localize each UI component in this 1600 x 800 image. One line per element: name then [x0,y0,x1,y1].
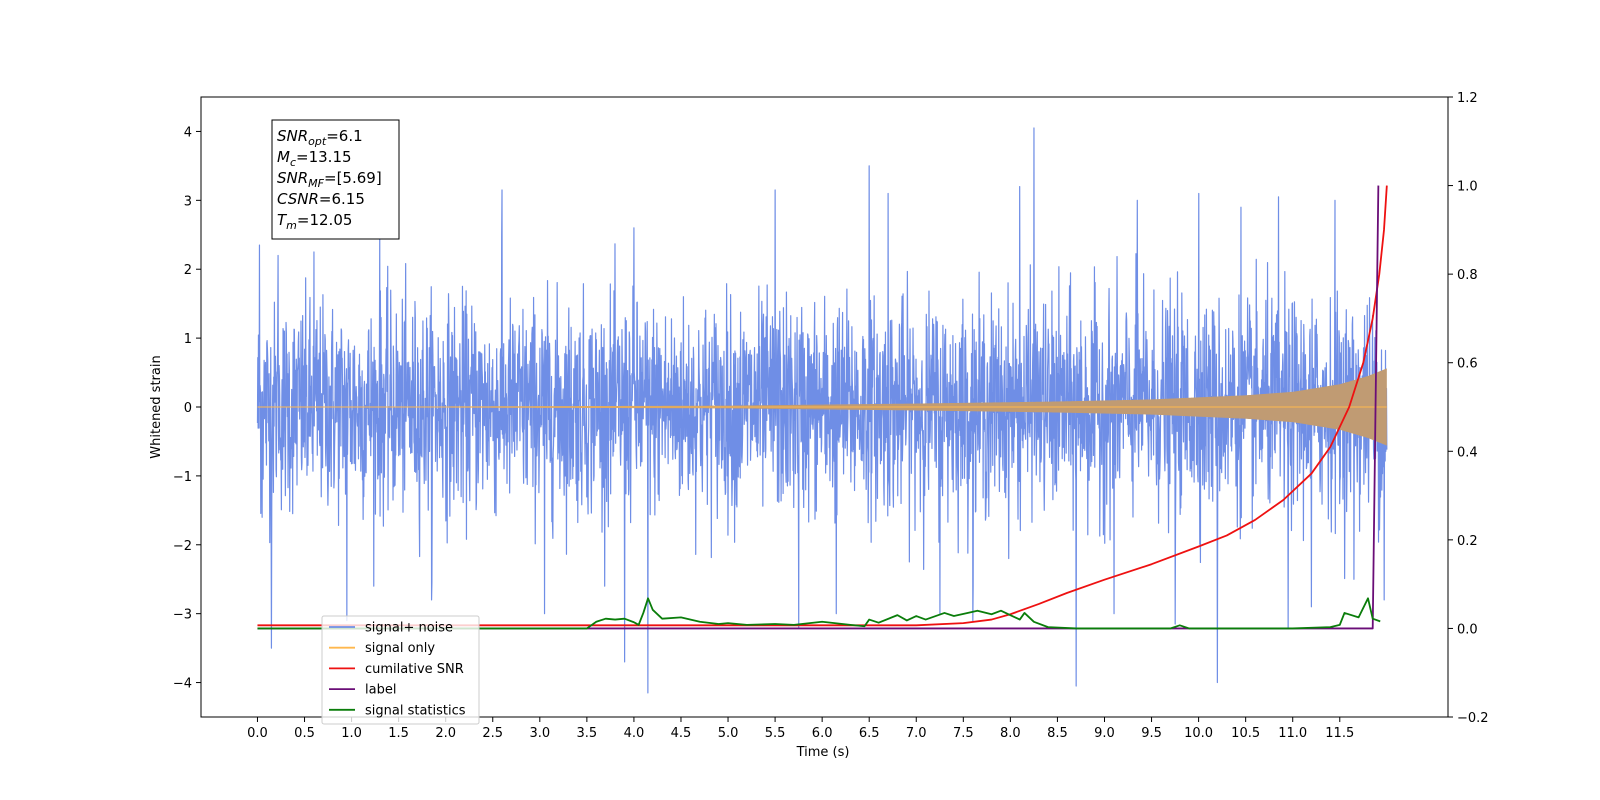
legend-label: signal only [365,641,435,656]
x-tick-label: 8.5 [1047,726,1068,741]
annotation-line: SNRMF=[5.69] [277,169,382,190]
y2-tick-label: 0.2 [1457,534,1478,549]
x-axis-title: Time (s) [796,745,850,760]
annotation-line: SNRopt=6.1 [277,127,363,148]
x-tick-label: 5.0 [718,726,739,741]
annotation-frame [271,119,400,240]
legend-frame [321,615,480,725]
y-axis-right: −0.2 0.0 0.2 0.4 0.6 0.8 1.0 1.2 [1448,91,1489,726]
series-line-signal-noise [256,127,1388,694]
y-tick-label: 1 [184,332,192,347]
x-tick-label: 5.5 [765,726,786,741]
y-tick-label: −4 [173,677,192,692]
legend-label: signal+ noise [365,621,453,636]
y2-tick-label: −0.2 [1457,711,1489,726]
annotation-line: CSNR=6.15 [277,190,365,208]
y2-tick-label: 0.6 [1457,357,1478,372]
y-tick-label: 4 [184,125,192,140]
x-tick-label: 0.5 [294,726,315,741]
x-tick-label: 10.0 [1184,726,1213,741]
x-tick-label: 10.5 [1231,726,1260,741]
y-tick-label: −3 [173,608,192,623]
legend-label: signal statistics [365,703,466,718]
x-tick-label: 7.0 [906,726,927,741]
x-tick-label: 9.0 [1094,726,1115,741]
x-tick-label: 2.0 [435,726,456,741]
y-tick-label: 2 [184,263,192,278]
legend: signal+ noise signal only cumilative SNR la… [321,615,480,725]
x-axis: 0.0 0.5 1.0 1.5 2.0 2.5 3.0 3.5 4.0 4.5 5.0 5.5 6.0 6… [247,717,1354,741]
series-line-label [257,185,1380,630]
legend-label: label [365,683,396,698]
y2-tick-label: 0.0 [1457,622,1478,637]
series-line-cumilative-snr [257,185,1388,627]
x-tick-label: 9.5 [1141,726,1162,741]
y-tick-label: 0 [184,401,192,416]
y2-tick-label: 1.0 [1457,180,1478,195]
x-tick-label: 0.0 [247,726,268,741]
x-tick-label: 4.5 [671,726,692,741]
x-tick-label: 1.0 [341,726,362,741]
y-tick-label: 3 [184,194,192,209]
x-tick-label: 11.5 [1325,726,1354,741]
series-layer [256,127,1388,694]
y-axis-title: Whitened strain [149,355,164,458]
y-tick-label: −1 [173,470,192,485]
legend-label: cumilative SNR [365,662,464,677]
annotation-line: Mc=13.15 [277,148,352,169]
y2-tick-label: 0.4 [1457,445,1478,460]
x-tick-label: 8.0 [1000,726,1021,741]
x-tick-label: 11.0 [1278,726,1307,741]
y-tick-label: −2 [173,539,192,554]
x-tick-label: 2.5 [482,726,503,741]
y-axis-left: −4 −3 −2 −1 0 1 2 3 4 [173,125,201,692]
annotation-line: Tm=12.05 [277,211,352,232]
x-tick-label: 6.0 [812,726,833,741]
x-tick-label: 7.5 [953,726,974,741]
y2-tick-label: 1.2 [1457,91,1478,106]
x-tick-label: 4.0 [624,726,645,741]
x-tick-label: 3.5 [577,726,598,741]
x-tick-label: 3.0 [529,726,550,741]
series-line-signal-statistics [257,597,1381,630]
x-tick-label: 6.5 [859,726,880,741]
y2-tick-label: 0.8 [1457,268,1478,283]
x-tick-label: 1.5 [388,726,409,741]
